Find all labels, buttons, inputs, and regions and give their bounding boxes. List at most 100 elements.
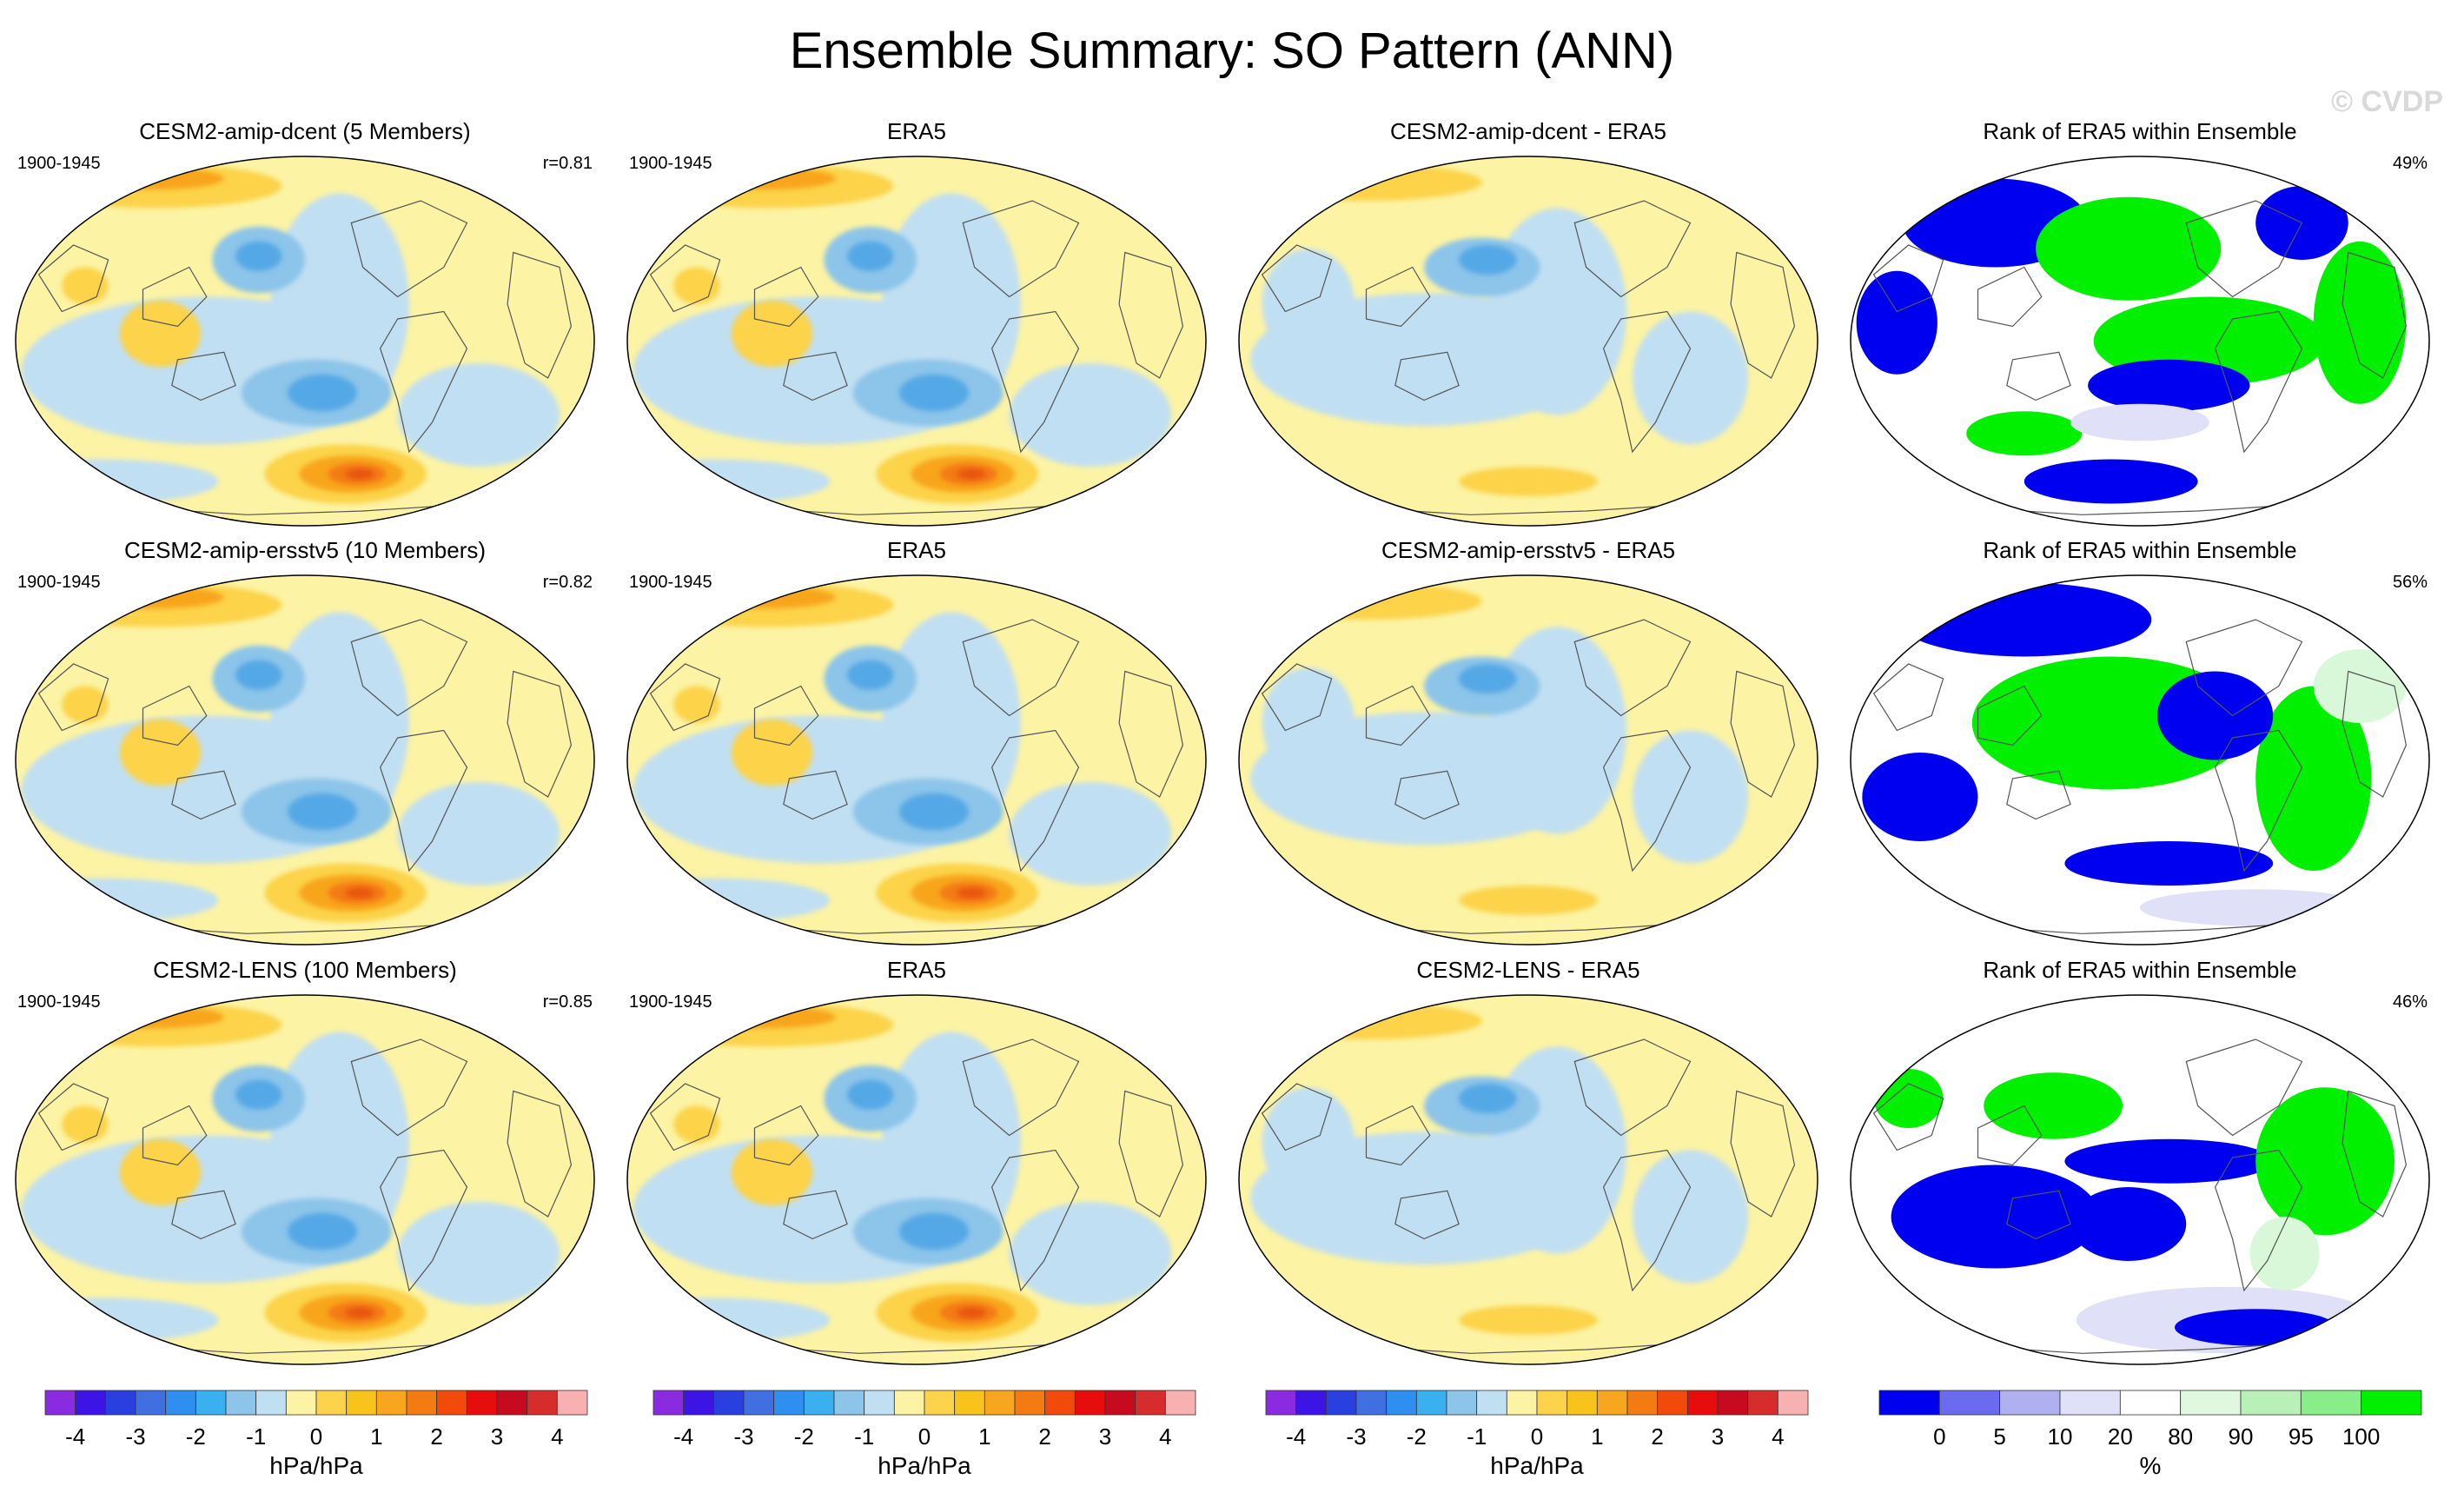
contour-region: [2249, 1217, 2320, 1291]
contour-region: [1897, 582, 2152, 657]
map-border: [1238, 994, 1818, 1365]
contour-region: [2024, 459, 2198, 504]
panel-title: CESM2-amip-dcent (5 Members): [139, 118, 470, 144]
contour-region: [2088, 359, 2250, 412]
contour-region: [1250, 163, 1482, 201]
colorbar-box: [346, 1390, 377, 1416]
map-border: [15, 574, 595, 946]
map-border: [1238, 574, 1818, 946]
contour-region: [62, 267, 109, 304]
colorbar-box: [1596, 1390, 1628, 1416]
figure-title: Ensemble Summary: SO Pattern (ANN): [790, 23, 1675, 79]
contour-region: [235, 660, 282, 690]
colorbar-box: [225, 1390, 257, 1416]
colorbar-tick: 20: [2108, 1423, 2133, 1450]
colorbar: 0 5 10 20 80 90 95 100%: [1878, 1390, 2422, 1479]
colorbar-tick: -1: [854, 1423, 874, 1450]
contour-region: [1891, 1165, 2100, 1269]
contour-region: [235, 241, 282, 271]
coastline: [990, 310, 1080, 454]
contour-region: [1632, 1150, 1749, 1284]
colorbar: -4 -3 -2 -1 0 1 2 3 4 hPa/hPa: [44, 1390, 588, 1479]
contour-region: [270, 193, 409, 415]
contour-region: [2070, 1187, 2187, 1261]
coastline: [1118, 1090, 1184, 1218]
colorbar-box: [984, 1390, 1016, 1416]
coastline: [1602, 310, 1692, 454]
coastline: [1261, 1083, 1333, 1151]
coastlines: [649, 619, 1184, 934]
colorbar-tick: -1: [246, 1423, 266, 1450]
coastline: [1261, 663, 1333, 732]
contour-region: [731, 300, 813, 368]
contour-region: [899, 374, 969, 412]
contour-region: [1487, 627, 1627, 834]
map-panel-diff: CESM2-amip-ersstv5 - ERA5: [1238, 537, 1818, 946]
colorbar-box: [1566, 1390, 1598, 1416]
contour-region: [1459, 467, 1598, 496]
colorbar-tick: 3: [491, 1423, 503, 1450]
map-border: [1850, 994, 2430, 1365]
map-border: [1238, 156, 1818, 527]
contour-region: [2313, 241, 2407, 404]
colorbar-tick: 0: [918, 1423, 931, 1450]
panel-period: 1900-1945: [629, 992, 712, 1012]
colorbar-box: [406, 1390, 438, 1416]
coastline: [1365, 685, 1431, 746]
coastline: [1118, 670, 1184, 798]
contour-region: [627, 878, 831, 923]
contour-region: [84, 167, 224, 190]
colorbar-label: hPa/hPa: [1490, 1452, 1584, 1479]
coastline: [379, 310, 468, 454]
colorbar-tick: 0: [310, 1423, 322, 1450]
colorbar-tick: 1: [370, 1423, 382, 1450]
colorbar-box: [1506, 1390, 1538, 1416]
colorbar-tick: 5: [1993, 1423, 2005, 1450]
colorbar-tick: 0: [1933, 1423, 1945, 1450]
contour-region: [270, 612, 409, 834]
colorbar-box: [1626, 1390, 1659, 1416]
map-contours: [1250, 163, 1749, 496]
colorbar-tick: -2: [1407, 1423, 1427, 1450]
coastline: [1118, 251, 1184, 379]
colorbar-tick: -3: [733, 1423, 753, 1450]
contour-region: [2070, 403, 2209, 441]
panel-title: Rank of ERA5 within Ensemble: [1983, 537, 2296, 563]
coastline: [37, 663, 109, 732]
colorbar-label: hPa/hPa: [878, 1452, 971, 1479]
contour-region: [882, 1032, 1021, 1254]
colorbar-tick: 4: [551, 1423, 563, 1450]
colorbar-box: [1777, 1390, 1809, 1416]
map-panel-rank: Rank of ERA5 within Ensemble 56%: [1850, 537, 2430, 946]
colorbar-box: [1999, 1390, 2061, 1416]
coastline: [1365, 1105, 1431, 1166]
map-panel-pattern: CESM2-LENS (100 Members) 1900-1945 r=0.85: [15, 957, 595, 1365]
colorbar-tick: -4: [1286, 1423, 1306, 1450]
coastline: [171, 770, 236, 820]
colorbar-box: [1476, 1390, 1507, 1416]
contour-region: [84, 1005, 224, 1029]
contour-region: [899, 793, 969, 831]
coastline: [171, 1190, 236, 1240]
colorbar-box: [135, 1390, 167, 1416]
contour-region: [1632, 730, 1749, 864]
contour-region: [1459, 1305, 1598, 1335]
contour-region: [1487, 1046, 1627, 1254]
colorbar-label: %: [2140, 1452, 2162, 1479]
colorbar-tick: 95: [2288, 1423, 2314, 1450]
coastline: [1394, 351, 1460, 401]
contour-region: [882, 612, 1021, 834]
panel-title: ERA5: [887, 118, 946, 144]
colorbar: -4 -3 -2 -1 0 1 2 3 4 hPa/hPa: [652, 1390, 1196, 1479]
coastline: [1977, 685, 2043, 746]
contour-region: [2036, 196, 2222, 301]
contour-region: [288, 374, 357, 412]
colorbar-box: [165, 1390, 196, 1416]
coastlines: [1261, 1038, 1796, 1354]
contour-region: [1262, 667, 1355, 779]
panel-title: CESM2-amip-ersstv5 - ERA5: [1381, 537, 1675, 563]
colorbar-box: [1355, 1390, 1388, 1416]
colorbar-box: [2240, 1390, 2302, 1416]
colorbar-box: [1386, 1390, 1417, 1416]
colorbar-box: [924, 1390, 956, 1416]
